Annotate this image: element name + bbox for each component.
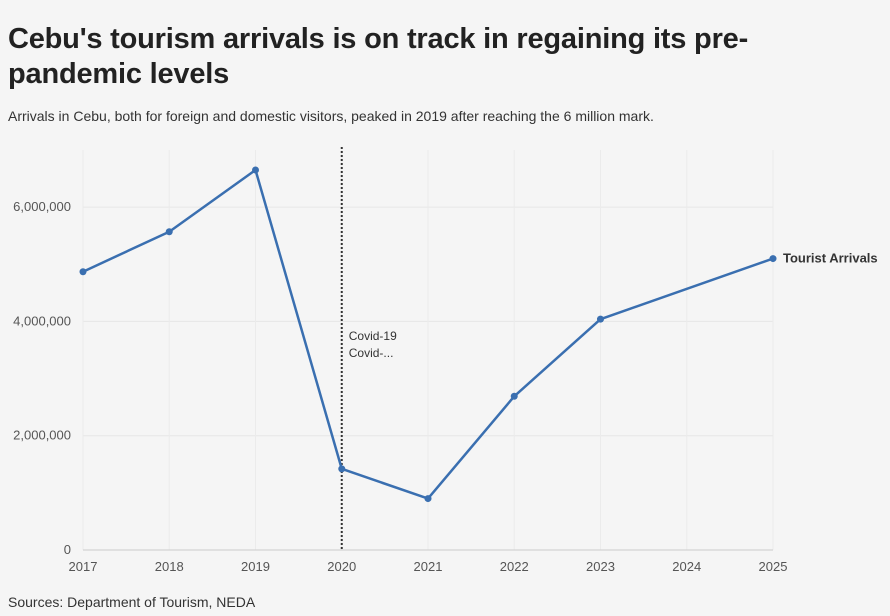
x-axis-tick-labels: 2017 2018 2019 2020 2021 2022 2023 2024 2025 [69, 559, 788, 574]
y-axis-tick-labels: 0 2,000,000 4,000,000 6,000,000 [13, 199, 71, 557]
y-tick-label: 0 [64, 542, 71, 557]
x-tick-label: 2020 [327, 559, 356, 574]
data-point [424, 495, 432, 503]
data-point [510, 392, 518, 400]
annotations: Covid-19 Covid-... [340, 147, 397, 550]
source-note: Sources: Department of Tourism, NEDA [8, 594, 256, 610]
y-tick-label: 2,000,000 [13, 428, 71, 443]
x-tick-label: 2024 [672, 559, 701, 574]
y-tick-label: 6,000,000 [13, 199, 71, 214]
x-tick-label: 2023 [586, 559, 615, 574]
x-tick-label: 2022 [500, 559, 529, 574]
data-point [597, 315, 604, 323]
series-line [82, 168, 774, 500]
chart-subtitle: Arrivals in Cebu, both for foreign and d… [8, 108, 654, 124]
y-tick-label: 4,000,000 [13, 313, 71, 328]
data-point [252, 166, 259, 174]
x-tick-label: 2025 [759, 559, 788, 574]
series-group: Tourist Arrivals [79, 166, 878, 503]
annotation-label: Covid-19 [349, 329, 397, 343]
annotation-label: Covid-... [349, 346, 394, 360]
chart-title: Cebu's tourism arrivals is on track in r… [8, 23, 749, 90]
data-point [338, 465, 346, 473]
x-tick-label: 2018 [155, 559, 184, 574]
x-tick-label: 2021 [414, 559, 443, 574]
x-tick-label: 2019 [241, 559, 270, 574]
gridlines [82, 150, 774, 551]
data-point [79, 268, 87, 276]
data-point [769, 255, 777, 263]
x-tick-label: 2017 [69, 559, 98, 574]
data-point [165, 228, 173, 236]
series-label: Tourist Arrivals [783, 251, 878, 266]
